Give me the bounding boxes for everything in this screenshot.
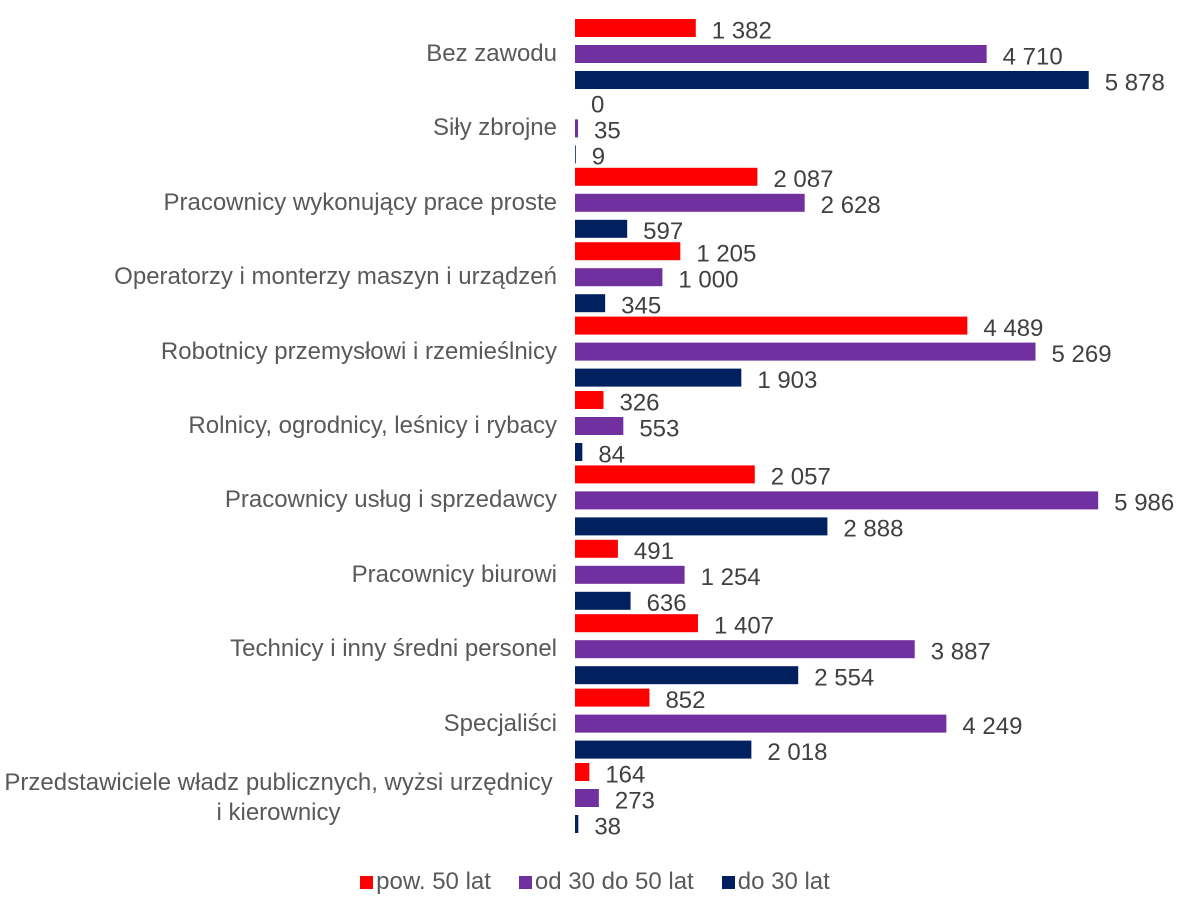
value-label: 2 057 — [771, 464, 831, 491]
bar — [575, 688, 650, 707]
value-label: 636 — [647, 590, 687, 617]
value-label: 2 888 — [843, 516, 903, 543]
legend-label: do 30 lat — [737, 868, 830, 895]
bar — [575, 740, 752, 759]
value-label: 1 254 — [701, 564, 761, 591]
value-label: 5 878 — [1105, 69, 1165, 96]
bar — [575, 763, 590, 781]
bar — [575, 443, 583, 461]
legend-swatch — [518, 875, 532, 889]
value-label: 345 — [621, 293, 661, 320]
category-label: Pracownicy wykonujący prace proste — [163, 188, 557, 216]
legend-item: pow. 50 lat — [360, 868, 491, 896]
category-label: Bez zawodu — [426, 40, 557, 67]
legend-label: od 30 do 50 lat — [534, 868, 694, 895]
value-label: 1 407 — [714, 613, 774, 640]
legend: pow. 50 lat od 30 do 50 lat do 30 lat — [0, 868, 1190, 896]
value-label: 38 — [594, 813, 621, 840]
value-label: 1 382 — [712, 17, 772, 44]
bar — [575, 45, 987, 63]
category-label: Operatorzy i monterzy maszyn i urządzeń — [114, 263, 557, 291]
category-label: Rolnicy, ogrodnicy, leśnicy i rybacy — [188, 412, 557, 439]
category-label: Robotnicy przemysłowi i rzemieślnicy — [160, 337, 557, 365]
category-label: Pracownicy usług i sprzedawcy — [224, 486, 557, 514]
legend-item: do 30 lat — [721, 868, 830, 896]
value-label: 4 710 — [1003, 43, 1063, 70]
bar — [575, 539, 618, 558]
category-label: Technicy i inny średni personel — [230, 635, 557, 663]
value-label: 326 — [619, 389, 659, 416]
category-label: Specjaliści — [443, 709, 557, 737]
value-label: 2 554 — [814, 665, 874, 692]
bar — [575, 714, 947, 733]
bar — [575, 242, 681, 261]
value-label: 2 087 — [773, 166, 833, 193]
legend-label: pow. 50 lat — [376, 868, 491, 895]
value-label: 4 489 — [983, 315, 1043, 342]
value-label: 273 — [615, 787, 655, 814]
bar — [575, 145, 576, 164]
value-label: 0 — [591, 92, 604, 119]
category-label: Siły zbrojne — [432, 114, 557, 142]
bar — [575, 614, 698, 633]
value-label: 852 — [665, 687, 705, 714]
bar — [575, 193, 805, 212]
legend-swatch — [721, 875, 735, 889]
value-label: 491 — [634, 538, 674, 565]
value-label: 3 887 — [931, 639, 991, 666]
value-label: 84 — [598, 441, 625, 468]
legend-item: od 30 do 50 lat — [518, 868, 694, 896]
value-label: 4 249 — [962, 713, 1022, 740]
bar — [575, 342, 1036, 361]
value-label: 5 986 — [1114, 490, 1174, 517]
bar — [575, 316, 968, 335]
value-label: 164 — [605, 761, 645, 788]
bar — [575, 565, 685, 584]
category-label: Pracownicy biurowi — [351, 560, 557, 588]
bar — [575, 517, 828, 536]
bar — [575, 391, 604, 409]
value-label: 2 018 — [767, 739, 827, 766]
bar — [575, 219, 628, 238]
value-label: 597 — [643, 218, 683, 245]
value-label: 553 — [639, 415, 679, 442]
value-label: 5 269 — [1052, 341, 1112, 368]
legend-swatch — [360, 875, 374, 889]
bar — [575, 591, 631, 610]
bar — [575, 491, 1099, 510]
value-label: 35 — [594, 118, 621, 145]
bar — [575, 19, 696, 37]
category-label: Przedstawiciele władz publicznych, wyżsi… — [4, 769, 553, 826]
bar — [575, 119, 579, 138]
value-label: 1 205 — [696, 241, 756, 268]
bar — [575, 789, 599, 807]
bar — [575, 368, 742, 387]
bar — [575, 640, 915, 659]
bar — [575, 268, 663, 287]
bar — [575, 167, 758, 186]
bar — [575, 666, 799, 685]
value-label: 2 628 — [821, 192, 881, 219]
bar — [575, 71, 1089, 89]
bar — [575, 417, 624, 435]
bar — [575, 815, 579, 833]
value-label: 1 000 — [678, 267, 738, 294]
bar — [575, 294, 606, 313]
bar — [575, 465, 755, 484]
value-label: 1 903 — [757, 367, 817, 394]
value-label: 9 — [592, 144, 605, 171]
